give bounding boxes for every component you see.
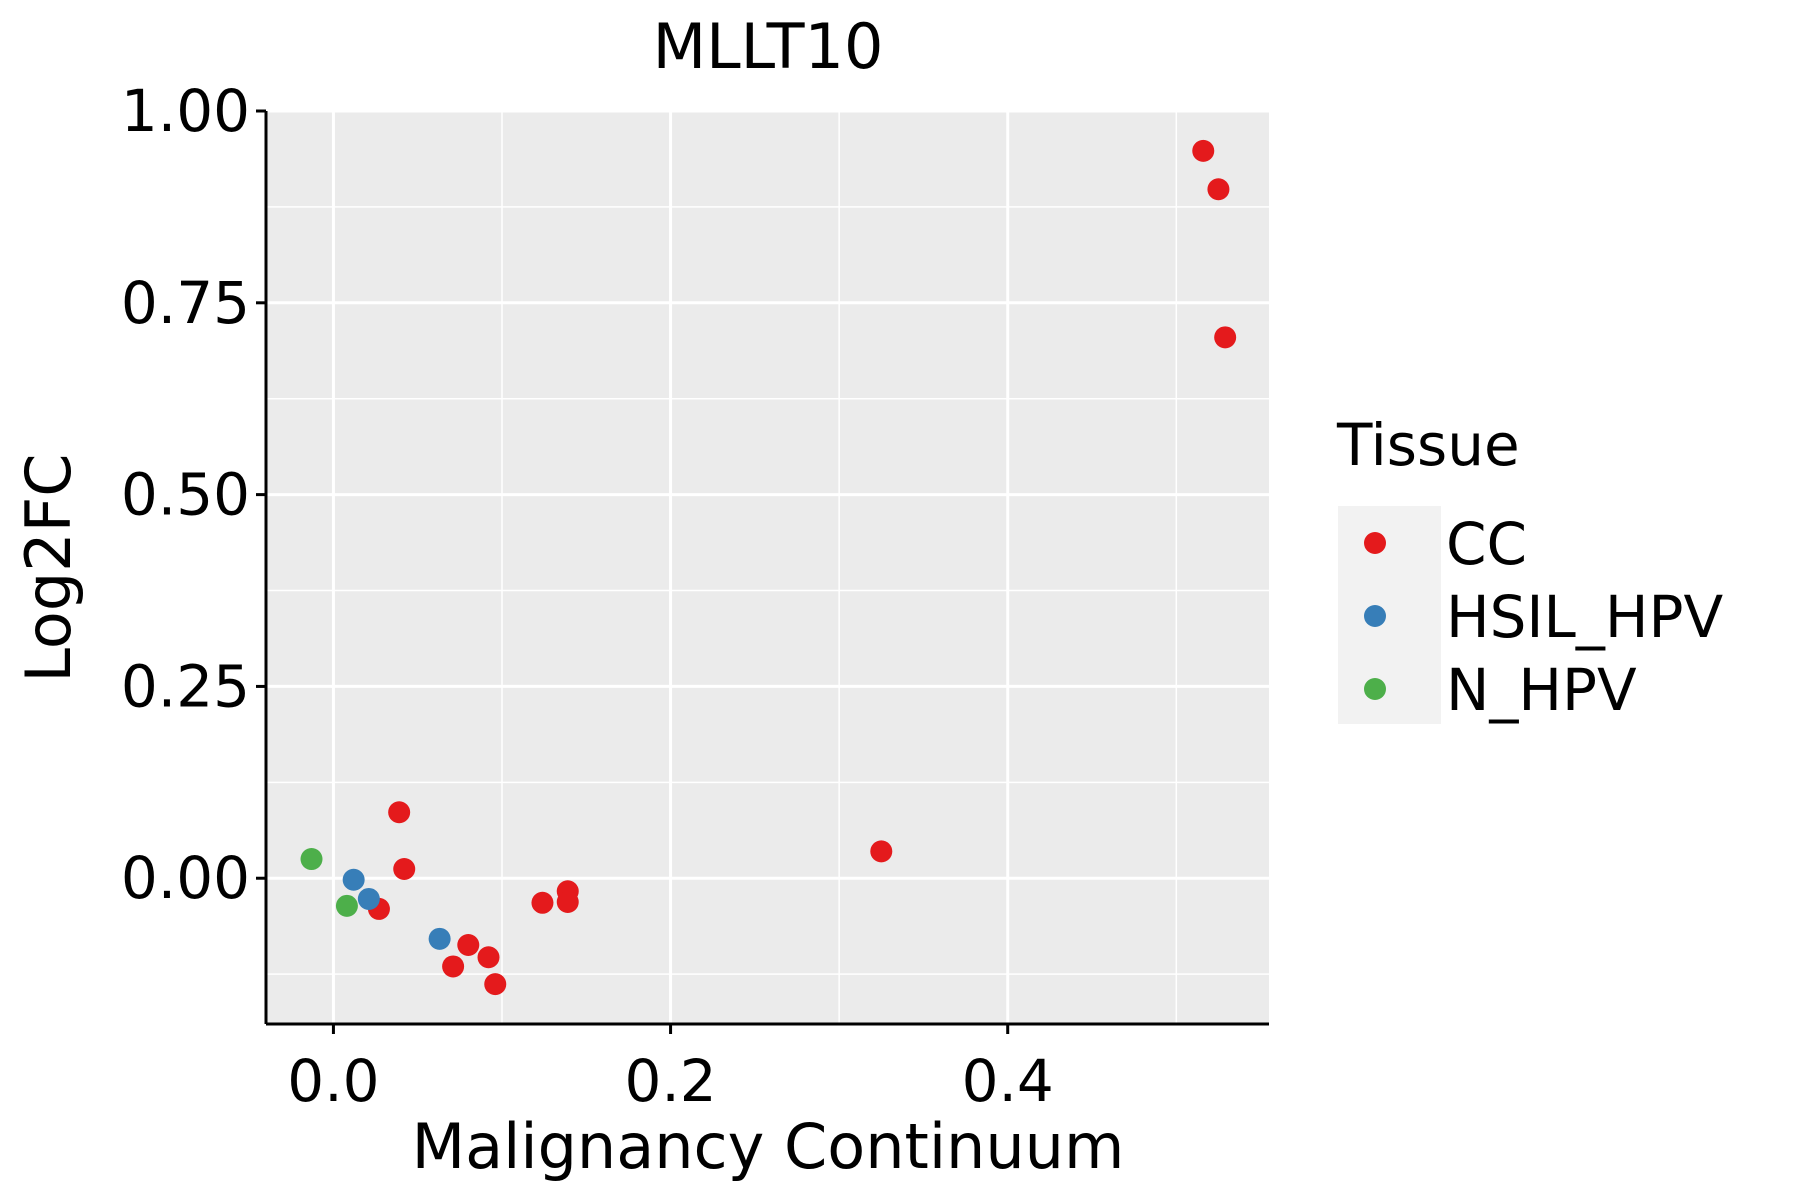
x-axis-ticks: 0.0 0.2 0.4 — [287, 1024, 1054, 1115]
y-tick-label: 0.00 — [121, 844, 250, 912]
x-tick-label: 0.2 — [624, 1047, 716, 1115]
x-tick-label: 0.0 — [287, 1047, 379, 1115]
legend-key-hsil-hpv — [1364, 605, 1386, 627]
point-cc — [1207, 178, 1230, 201]
legend-key-n-hpv — [1364, 678, 1386, 700]
legend-key-cc — [1364, 532, 1386, 554]
legend-label: N_HPV — [1446, 656, 1637, 724]
point-cc — [457, 933, 480, 956]
y-axis-label: Log2FC — [12, 453, 85, 682]
point-n-hpv — [300, 848, 323, 871]
legend-title: Tissue — [1336, 411, 1520, 479]
y-tick-label: 0.50 — [121, 461, 250, 529]
point-cc — [484, 973, 507, 996]
x-tick-label: 0.4 — [962, 1047, 1054, 1115]
data-points — [300, 139, 1237, 996]
legend-label: CC — [1446, 510, 1527, 578]
point-cc — [477, 946, 500, 969]
point-n-hpv — [335, 894, 358, 917]
legend-label: HSIL_HPV — [1446, 583, 1723, 651]
chart-title: MLLT10 — [653, 10, 884, 83]
point-cc — [1192, 139, 1215, 162]
y-tick-label: 0.25 — [121, 652, 250, 720]
y-tick-label: 0.75 — [121, 269, 250, 337]
grid-minor — [266, 111, 1269, 1024]
point-cc — [556, 891, 579, 914]
point-hsil-hpv — [342, 868, 365, 891]
point-cc — [1214, 326, 1237, 349]
point-cc — [442, 955, 465, 978]
grid-major — [266, 109, 1269, 1024]
x-axis-label: Malignancy Continuum — [412, 1110, 1125, 1183]
point-hsil-hpv — [357, 887, 380, 910]
point-cc — [388, 801, 411, 824]
y-axis-ticks: 0.00 0.25 0.50 0.75 1.00 — [121, 77, 266, 912]
point-cc — [870, 840, 893, 863]
point-cc — [531, 891, 554, 914]
plot-panel — [266, 111, 1269, 1024]
legend-key-background — [1338, 506, 1441, 724]
y-tick-label: 1.00 — [121, 77, 250, 145]
point-hsil-hpv — [428, 927, 451, 950]
point-cc — [393, 858, 416, 881]
